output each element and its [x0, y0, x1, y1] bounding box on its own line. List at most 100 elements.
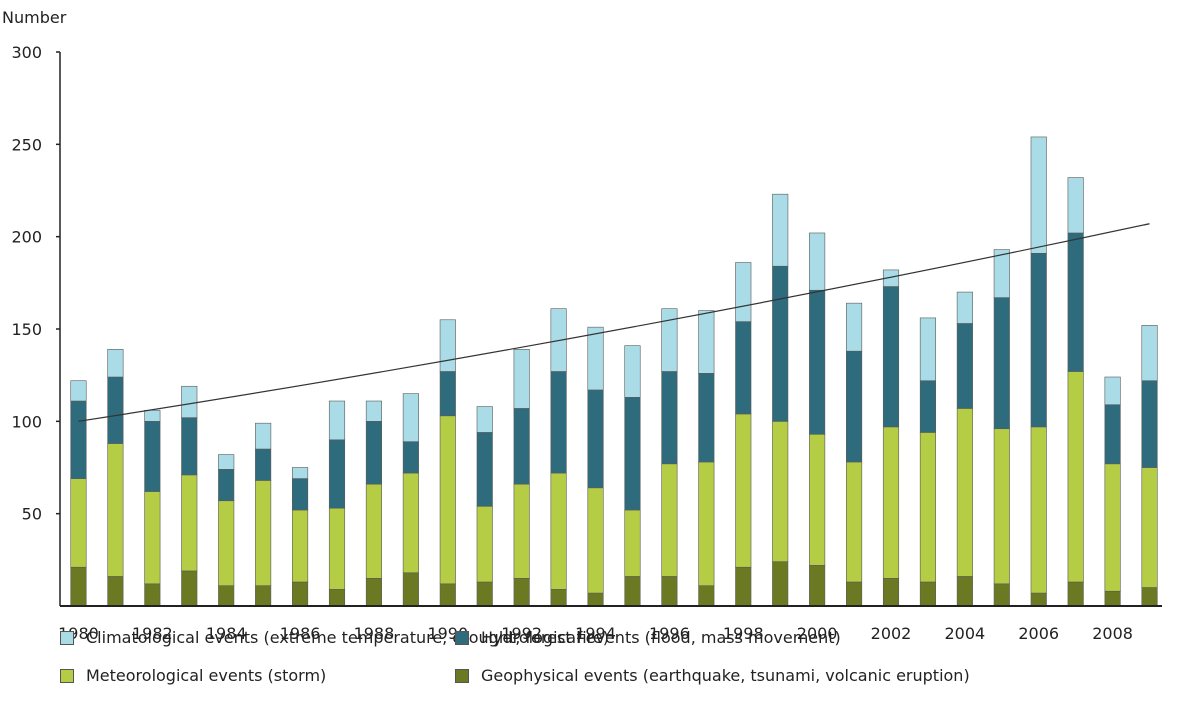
- legend-swatch-climatological: [60, 630, 74, 645]
- bar-meteorological-2005: [993, 428, 1010, 585]
- bar-hydrological-2003: [919, 380, 936, 433]
- bar-geophysical-2001: [846, 581, 863, 607]
- legend-item-meteorological: Meteorological events (storm): [60, 666, 326, 685]
- bar-climatological-1984: [218, 454, 235, 470]
- bar-meteorological-2008: [1104, 463, 1121, 592]
- bar-geophysical-1998: [735, 566, 752, 607]
- bar-geophysical-2004: [956, 576, 973, 607]
- bar-geophysical-2003: [919, 581, 936, 607]
- x-tick-label-1998: 1998: [723, 624, 764, 643]
- x-tick-label-2002: 2002: [871, 624, 912, 643]
- bar-meteorological-1992: [513, 483, 530, 579]
- bar-meteorological-1982: [144, 491, 161, 585]
- bar-geophysical-2000: [809, 565, 826, 607]
- bar-geophysical-1986: [292, 581, 309, 607]
- bar-climatological-1982: [144, 409, 161, 422]
- bar-geophysical-1996: [661, 576, 678, 607]
- bar-geophysical-1995: [624, 576, 641, 607]
- bar-meteorological-1983: [181, 474, 198, 572]
- legend-item-climatological: Climatological events (extreme temperatu…: [60, 628, 609, 647]
- bar-geophysical-2009: [1141, 587, 1158, 607]
- bar-meteorological-2003: [919, 432, 936, 583]
- legend-swatch-meteorological: [60, 668, 74, 683]
- bar-climatological-1989: [402, 393, 419, 442]
- bar-geophysical-1985: [255, 585, 272, 607]
- bar-meteorological-1984: [218, 500, 235, 586]
- bar-meteorological-1996: [661, 463, 678, 577]
- bar-hydrological-1994: [587, 389, 604, 489]
- bar-climatological-2000: [809, 232, 826, 291]
- bar-geophysical-1987: [328, 589, 346, 607]
- bar-climatological-1995: [624, 345, 641, 398]
- bar-geophysical-1992: [513, 577, 530, 607]
- y-axis-label: Number: [2, 8, 67, 27]
- bar-meteorological-2000: [809, 433, 826, 566]
- bar-geophysical-1988: [365, 577, 382, 607]
- x-tick-label-2006: 2006: [1018, 624, 1059, 643]
- bar-hydrological-1993: [550, 371, 567, 474]
- bar-meteorological-1989: [402, 472, 419, 574]
- bar-hydrological-1995: [624, 397, 641, 511]
- bar-geophysical-1980: [70, 566, 87, 607]
- bar-climatological-1980: [70, 380, 87, 402]
- x-tick-label-1986: 1986: [280, 624, 321, 643]
- bar-meteorological-1987: [328, 507, 346, 590]
- bar-meteorological-1998: [735, 413, 752, 568]
- y-tick-label-300: 300: [11, 43, 42, 62]
- bar-climatological-1987: [328, 400, 346, 441]
- bar-climatological-2006: [1030, 136, 1047, 254]
- bar-climatological-2007: [1067, 177, 1084, 234]
- x-tick-label-2000: 2000: [797, 624, 838, 643]
- y-tick-label-50: 50: [22, 505, 42, 524]
- bar-hydrological-1991: [476, 432, 493, 507]
- bar-meteorological-1993: [550, 472, 567, 590]
- bar-hydrological-1997: [698, 373, 715, 463]
- bar-geophysical-1994: [587, 592, 604, 607]
- bar-hydrological-1987: [328, 439, 346, 509]
- y-tick-label-200: 200: [11, 228, 42, 247]
- bar-hydrological-1983: [181, 417, 198, 476]
- bar-hydrological-2005: [993, 297, 1010, 430]
- legend-label-climatological: Climatological events (extreme temperatu…: [86, 628, 609, 647]
- bar-geophysical-1997: [698, 585, 715, 607]
- bar-geophysical-2002: [882, 577, 900, 607]
- bar-meteorological-2002: [882, 426, 900, 579]
- bar-climatological-2008: [1104, 376, 1121, 406]
- bar-geophysical-1989: [402, 572, 419, 607]
- bar-hydrological-2000: [809, 289, 826, 435]
- x-tick-label-1984: 1984: [206, 624, 247, 643]
- x-tick-label-1996: 1996: [649, 624, 690, 643]
- bar-climatological-1986: [292, 467, 309, 479]
- bar-hydrological-1986: [292, 478, 309, 511]
- bar-geophysical-2005: [993, 583, 1010, 607]
- bar-hydrological-1990: [439, 371, 456, 417]
- bar-geophysical-1981: [107, 576, 124, 607]
- bar-hydrological-1999: [772, 265, 789, 422]
- bar-geophysical-1983: [181, 570, 198, 607]
- bar-hydrological-2006: [1030, 252, 1047, 428]
- y-tick-label-100: 100: [11, 412, 42, 431]
- bar-hydrological-1989: [402, 441, 419, 474]
- bar-geophysical-1990: [439, 583, 456, 607]
- bar-meteorological-1994: [587, 487, 604, 594]
- x-tick-label-1988: 1988: [354, 624, 395, 643]
- legend-swatch-hydrological: [455, 630, 469, 645]
- bar-meteorological-1997: [698, 461, 715, 586]
- bar-hydrological-1988: [365, 421, 382, 485]
- legend-swatch-geophysical: [455, 668, 469, 683]
- legend-item-geophysical: Geophysical events (earthquake, tsunami,…: [455, 666, 970, 685]
- bar-climatological-2009: [1141, 325, 1158, 382]
- bar-hydrological-2004: [956, 323, 973, 409]
- bar-meteorological-2006: [1030, 426, 1047, 594]
- bar-meteorological-1980: [70, 478, 87, 568]
- bar-hydrological-1992: [513, 408, 530, 485]
- bar-hydrological-2001: [846, 350, 863, 463]
- bar-climatological-1985: [255, 422, 272, 450]
- bar-climatological-2005: [993, 249, 1010, 298]
- bar-hydrological-1981: [107, 376, 124, 444]
- bar-climatological-1994: [587, 326, 604, 391]
- bar-meteorological-1999: [772, 421, 789, 562]
- bar-hydrological-1982: [144, 421, 161, 492]
